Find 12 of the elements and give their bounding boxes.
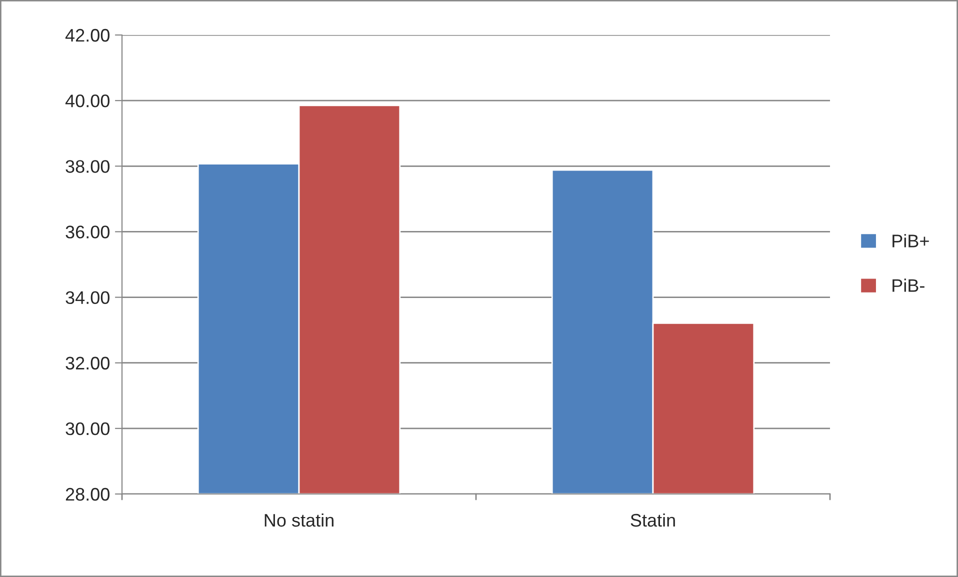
y-tick-label: 32.00	[66, 356, 110, 370]
y-tick-label: 42.00	[65, 28, 110, 42]
legend-label: PiB+	[892, 234, 929, 248]
y-tick-label: 34.00	[66, 291, 110, 304]
x-tick-label: Statin	[630, 513, 675, 527]
x-tick-label: No statin	[264, 513, 334, 527]
y-tick-label: 30.00	[66, 422, 110, 436]
y-tick-label: 38.00	[66, 160, 110, 173]
legend-label: PiB-	[892, 278, 924, 292]
y-tick-label: 40.00	[65, 94, 110, 108]
y-tick-label: 36.00	[66, 226, 110, 238]
y-tick-label: 28.00	[66, 488, 110, 501]
